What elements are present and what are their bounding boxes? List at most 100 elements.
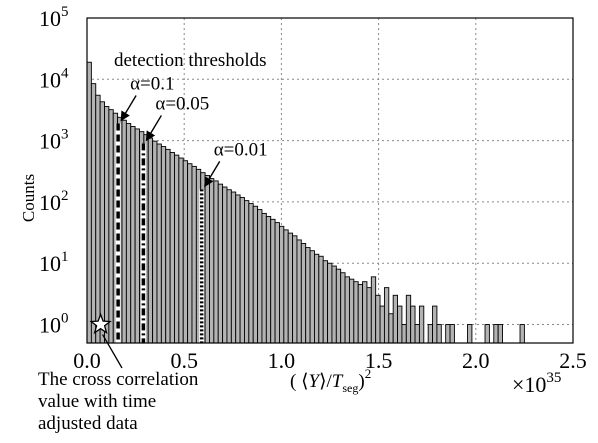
histogram-bar [392, 294, 399, 344]
histogram-bar [244, 200, 250, 344]
x-tick-label: 0.0 [73, 348, 101, 373]
histogram-bar [405, 294, 412, 344]
histogram-bar [235, 194, 241, 344]
histogram-bar [209, 178, 215, 344]
star-marker [89, 312, 112, 335]
bars [86, 61, 525, 344]
histogram-bar [99, 101, 105, 344]
histogram-bar [226, 189, 232, 344]
histogram-bar [130, 126, 136, 344]
histogram-bar [222, 186, 228, 344]
histogram-bar [257, 209, 263, 344]
y-tick-label: 104 [39, 65, 69, 92]
histogram-bar [125, 123, 132, 344]
histogram-bar [357, 284, 364, 344]
histogram-bar [252, 205, 259, 344]
histogram-bar [519, 324, 525, 344]
histogram-bar [274, 222, 280, 344]
star-annotation: The cross correlation value with time ad… [38, 369, 203, 434]
histogram-bar [493, 324, 499, 344]
threshold-label: α=0.1 [130, 74, 174, 95]
histogram-bar [156, 143, 162, 344]
histogram-bar [318, 255, 324, 344]
x-tick-label: 1.5 [365, 348, 393, 373]
histogram-bar [484, 324, 490, 344]
histogram-bar [152, 140, 158, 344]
threshold-arrow [145, 115, 162, 142]
plot-frame [86, 17, 574, 344]
histogram-bar [165, 148, 171, 344]
histogram-bar [410, 305, 416, 344]
histogram-bar [108, 109, 114, 344]
histogram-bar [370, 276, 377, 344]
y-tick-label: 103 [39, 127, 69, 154]
histogram-bar [270, 218, 276, 344]
histogram-bar [388, 313, 394, 344]
histogram-bar [169, 152, 175, 344]
histogram-bar [86, 61, 92, 344]
histogram-bar [348, 278, 355, 344]
histogram-bar [418, 305, 425, 344]
histogram-bar [449, 324, 455, 344]
histogram-bar [366, 287, 372, 344]
x-tick-label: 2.0 [462, 348, 490, 373]
histogram-bar [283, 229, 289, 344]
histogram-bar [432, 305, 438, 344]
x-ticks: 0.0 0.5 1.0 1.5 2.0 2.5 [73, 348, 587, 373]
x-tick-label: 2.5 [559, 348, 587, 373]
histogram-bar [497, 324, 503, 344]
x-tick-label: 0.5 [170, 348, 198, 373]
histogram-bar [327, 262, 333, 344]
histogram-bar [90, 83, 97, 344]
star-pointer-line [102, 334, 123, 369]
histogram-bar [436, 324, 442, 344]
histogram-bar [95, 94, 101, 344]
threshold-arrow [120, 95, 137, 122]
histogram-bar [287, 232, 294, 344]
y-tick-label: 100 [39, 311, 69, 338]
histogram-bar [121, 119, 127, 344]
histogram-bar [445, 324, 451, 344]
y-tick-label: 105 [39, 4, 69, 31]
histogram-bar [362, 281, 368, 344]
histogram-bar [204, 175, 210, 344]
histogram-bar [379, 305, 385, 344]
y-ticks: 100 101 102 103 104 105 [39, 4, 69, 338]
histogram-bar [217, 183, 224, 344]
histogram-bar [313, 253, 320, 344]
histogram-bar [309, 250, 315, 344]
threshold-lines [115, 123, 205, 343]
histogram-bar [191, 165, 197, 344]
histogram-bar [414, 324, 420, 344]
y-axis-label: Counts [19, 174, 38, 222]
y-tick-label: 101 [39, 249, 69, 276]
threshold-labels: α=0.1α=0.05 α=0.01 [120, 74, 268, 188]
histogram-bar [248, 203, 254, 344]
histogram-bar [187, 163, 193, 344]
threshold-arrow [204, 161, 221, 188]
histogram-bar [239, 197, 245, 344]
histogram-bar [344, 276, 350, 344]
threshold-label: α=0.05 [155, 93, 209, 114]
histogram-bar [335, 268, 342, 344]
histogram-bar [147, 137, 154, 344]
histogram-bar [104, 106, 110, 344]
histogram-bar [375, 294, 381, 344]
histogram-bar [296, 239, 302, 344]
histogram-bar [213, 180, 219, 344]
y-tick-label: 102 [39, 188, 69, 215]
x-axis-multiplier: ×1035 [512, 370, 561, 397]
histogram-bar [383, 287, 390, 344]
histogram-bar [292, 235, 298, 344]
histogram-bar [160, 146, 167, 344]
histogram-bar [353, 281, 359, 344]
histogram-bar [401, 324, 407, 344]
histogram-bar [265, 215, 272, 344]
histogram-bar [182, 160, 189, 344]
threshold-label: α=0.01 [214, 139, 268, 160]
histogram-bar [279, 225, 285, 344]
histogram-bar [331, 265, 337, 344]
histogram-bar [134, 128, 140, 344]
detection-thresholds-annotation: detection thresholds [114, 50, 267, 71]
